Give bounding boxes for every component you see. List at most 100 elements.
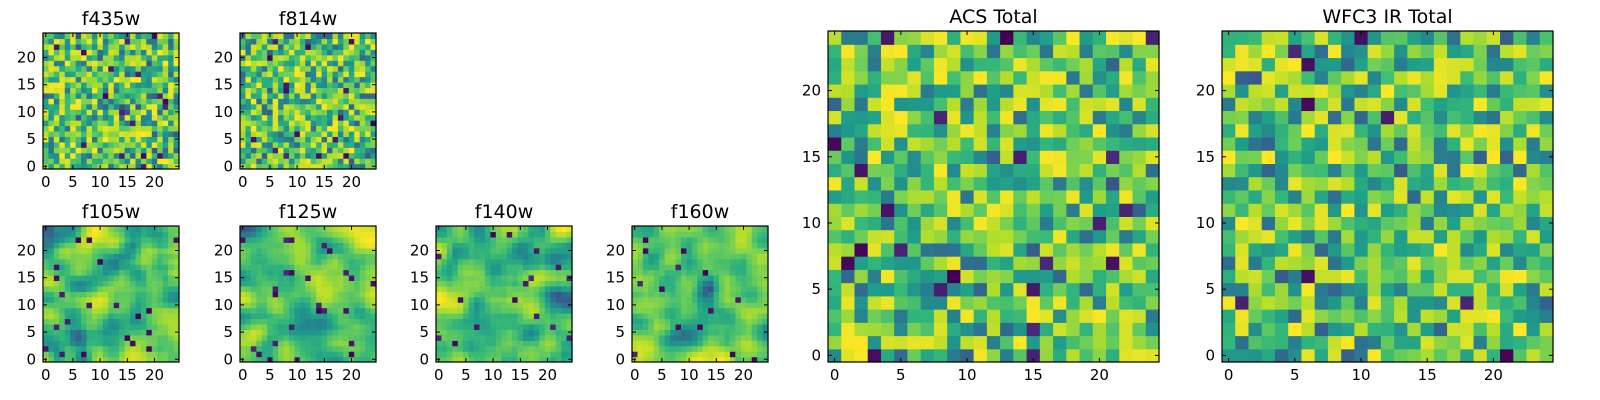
heatmap-cell — [256, 141, 263, 148]
heatmap-cell — [59, 92, 66, 99]
heatmap-cell — [321, 285, 328, 292]
heatmap-cell — [130, 226, 137, 233]
heatmap-cell — [348, 54, 355, 61]
heatmap-cell — [659, 318, 666, 325]
heatmap-cell — [256, 60, 263, 67]
heatmap-cell — [64, 152, 71, 159]
heatmap-cell — [664, 274, 671, 281]
heatmap-cell — [841, 348, 856, 363]
heatmap-cell — [441, 258, 448, 265]
heatmap-cell — [474, 274, 481, 281]
heatmap-cell — [102, 43, 109, 50]
heatmap-cell — [327, 87, 334, 94]
heatmap-cell — [102, 274, 109, 281]
heatmap-cell — [555, 285, 562, 292]
heatmap-cell — [675, 345, 682, 352]
heatmap-cell — [566, 269, 573, 276]
heatmap-cell — [1092, 269, 1107, 284]
heatmap-cell — [316, 291, 323, 298]
x-tick-label: 10 — [288, 173, 307, 191]
heatmap-cell — [91, 92, 98, 99]
heatmap-cell — [348, 141, 355, 148]
heatmap-cell — [354, 236, 361, 243]
heatmap-cell — [653, 329, 660, 336]
heatmap-cell — [119, 76, 126, 83]
heatmap-cell — [113, 141, 120, 148]
heatmap-cell — [1407, 309, 1422, 323]
heatmap-cell — [288, 114, 295, 121]
heatmap-cell — [746, 258, 753, 265]
heatmap-cell — [632, 231, 639, 238]
heatmap-cell — [751, 313, 758, 320]
heatmap-cell — [648, 296, 655, 303]
heatmap-cell — [724, 356, 731, 363]
heatmap-cell — [256, 340, 263, 347]
heatmap-cells — [43, 226, 180, 363]
heatmap-cell — [245, 87, 252, 94]
heatmap-cell — [70, 92, 77, 99]
heatmap-cell — [43, 242, 50, 249]
heatmap-cell — [1106, 31, 1120, 45]
heatmap-cell — [544, 313, 551, 320]
heatmap-cell — [168, 38, 175, 45]
heatmap-cell — [108, 307, 115, 314]
heatmap-cell — [1460, 335, 1475, 350]
heatmap-cell — [124, 114, 131, 121]
heatmap-cell — [1420, 216, 1435, 231]
heatmap-cell — [1092, 189, 1107, 204]
heatmap-cell — [441, 307, 448, 314]
heatmap-cell — [1500, 216, 1514, 231]
heatmap-cell — [267, 231, 274, 238]
heatmap-cell — [894, 150, 909, 164]
heatmap-cell — [1026, 216, 1041, 231]
heatmap-cell — [283, 253, 290, 260]
heatmap-cell — [119, 71, 126, 78]
heatmap-cell — [354, 296, 361, 303]
heatmap-cell — [632, 269, 639, 276]
heatmap-cell — [1274, 163, 1289, 178]
heatmap-cell — [124, 329, 131, 336]
heatmap-cell — [740, 296, 747, 303]
heatmap-cell — [751, 231, 758, 238]
heatmap-cell — [140, 54, 147, 61]
heatmap-cell — [653, 345, 660, 352]
heatmap-cell — [973, 322, 988, 337]
heatmap-cell — [1026, 242, 1041, 257]
heatmap-cell — [441, 351, 448, 358]
heatmap-cell — [140, 236, 147, 243]
heatmap-cell — [632, 242, 639, 249]
heatmap-cell — [310, 302, 317, 309]
heatmap-cell — [261, 345, 268, 352]
heatmap-cell — [1132, 163, 1147, 178]
heatmap-cell — [261, 120, 268, 127]
heatmap-cell — [751, 247, 758, 254]
heatmap-cell — [441, 231, 448, 238]
heatmap-cell — [310, 226, 317, 233]
heatmap-cell — [1092, 242, 1107, 257]
heatmap-cell — [867, 97, 882, 112]
heatmap-cell — [675, 329, 682, 336]
heatmap-cell — [751, 264, 758, 271]
heatmap-cell — [59, 81, 66, 88]
heatmap-cell — [1026, 229, 1041, 244]
heatmap-cell — [157, 152, 164, 159]
heatmap-cell — [113, 49, 120, 56]
heatmap-cell — [1132, 269, 1147, 284]
heatmap-cell — [664, 269, 671, 276]
heatmap-cell — [135, 103, 142, 110]
heatmap-cell — [1261, 203, 1276, 217]
heatmap-cell — [713, 307, 720, 314]
heatmap-cell — [64, 291, 71, 298]
heatmap-cell — [680, 356, 687, 363]
heatmap-cell — [140, 120, 147, 127]
heatmap-cell — [250, 163, 257, 170]
heatmap-cell — [653, 264, 660, 271]
heatmap-cell — [343, 242, 350, 249]
heatmap-cell — [436, 307, 443, 314]
heatmap-cell — [53, 285, 60, 292]
heatmap-cell — [278, 38, 285, 45]
heatmap-cell — [64, 253, 71, 260]
heatmap-cell — [894, 295, 909, 310]
heatmap-cell — [267, 285, 274, 292]
